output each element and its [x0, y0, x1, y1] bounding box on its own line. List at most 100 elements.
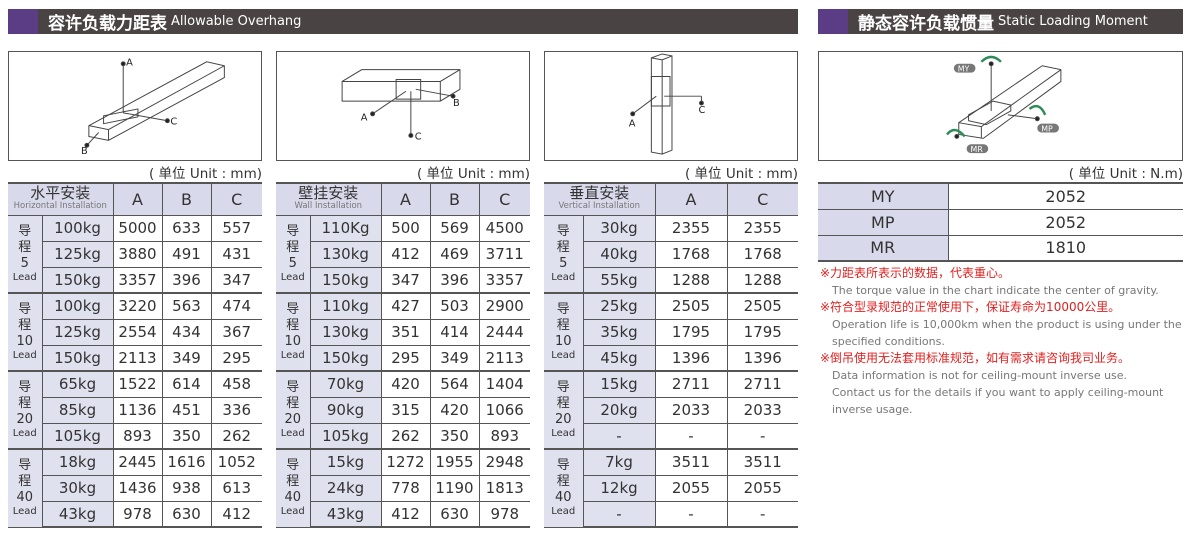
note-en: Contact us for the details if you want t… [832, 386, 1164, 399]
value-cell: 2711 [727, 370, 799, 398]
load-cell: 150kg [42, 344, 114, 372]
header-title-en: Allowable Overhang [171, 14, 302, 29]
value-cell: 262 [381, 422, 431, 450]
column-header: C [211, 182, 262, 216]
value-cell: 350 [430, 422, 480, 450]
value-cell: 1136 [113, 396, 163, 424]
accent-block [8, 9, 38, 34]
load-cell: 125kg [42, 240, 114, 268]
load-cell: 15kg [583, 370, 656, 398]
value-cell: 1190 [430, 474, 480, 502]
load-cell: 12kg [583, 474, 656, 502]
note-cn: ※符合型录规范的正常使用下，保证寿命为10000公里。 [820, 300, 1121, 314]
load-cell: 24kg [310, 474, 382, 502]
load-cell: 40kg [583, 240, 656, 268]
value-cell: 2355 [655, 214, 728, 242]
load-cell: 150kg [310, 266, 382, 294]
value-cell: 295 [211, 344, 262, 372]
value-cell: 458 [211, 370, 262, 398]
lead-cn: 程 [556, 396, 570, 411]
value-cell: 1768 [727, 240, 799, 268]
table-row: 导程 40 Lead 15kg 1272 1955 2948 [276, 448, 531, 528]
header-title-cn: 容许负载力距表 [48, 14, 167, 34]
load-cell: 7kg [583, 448, 656, 476]
lead-cell: 导程 10 Lead [544, 292, 584, 372]
header-row: 垂直安装 Vertical Installation A C [544, 182, 799, 216]
table-row: 24kg 778 1190 1813 [276, 474, 531, 502]
table-row: 125kg 2554 434 367 [8, 318, 262, 346]
label-c: C [698, 105, 705, 116]
load-cell: 30kg [583, 214, 656, 242]
label-b: B [81, 146, 88, 157]
table-row: 90kg 315 420 1066 [276, 396, 531, 424]
lead-cn: 程 [286, 396, 300, 411]
value-cell: 563 [162, 292, 212, 320]
table-header: 垂直安装 Vertical Installation A C [544, 182, 799, 216]
value-cell: 614 [162, 370, 212, 398]
title-en: Horizontal Installation [13, 201, 107, 212]
value-cell: 2033 [655, 396, 728, 424]
load-cell: 25kg [583, 292, 656, 320]
value-cell: 412 [211, 500, 262, 528]
value-cell: 351 [381, 318, 431, 346]
load-cell: 43kg [310, 500, 382, 528]
value-cell: 2444 [479, 318, 531, 346]
title-cn: 水平安装 [30, 184, 91, 203]
note-cn: ※倒吊使用无法套用标准规范，如有需求请咨询我司业务。 [820, 351, 1131, 365]
lead-value: 5 [288, 255, 297, 271]
table-row: 导程 5 Lead 110Kg 500 569 4500 [276, 214, 531, 294]
lead-cell: 导程 20 Lead [276, 370, 311, 450]
value-cell: 2113 [479, 344, 531, 372]
lead-cn: 导 [556, 223, 570, 239]
load-cell: 70kg [310, 370, 382, 398]
value-cell: 367 [211, 318, 262, 346]
lead-cell: 导程 20 Lead [8, 370, 43, 450]
lead-en: Lead [551, 506, 576, 518]
value-cell: 315 [381, 396, 431, 424]
lead-cn: 导 [18, 380, 32, 395]
load-cell: 105kg [310, 422, 382, 450]
column-header: B [430, 182, 480, 216]
table-row: 150kg 3357 396 347 [8, 266, 262, 294]
table-row: 85kg 1136 451 336 [8, 396, 262, 424]
lead-en: Lead [551, 428, 576, 439]
lead-en: Lead [280, 428, 305, 439]
value-cell: 2554 [113, 318, 163, 346]
lead-cn: 程 [18, 474, 32, 490]
lead-value: 10 [16, 334, 34, 349]
lead-cn: 程 [18, 396, 32, 411]
unit-label: ( 单位 Unit : N.m) [1068, 166, 1183, 182]
lead-value: 10 [284, 334, 302, 349]
value-cell: 412 [381, 240, 431, 268]
value-cell: 1396 [655, 344, 728, 372]
lead-en: Lead [12, 350, 37, 361]
table-row: 导程 20 Lead 15kg 2711 2711 [544, 370, 799, 450]
load-cell: 20kg [583, 396, 656, 424]
value-cell: 336 [211, 396, 262, 424]
value-cell: 1795 [655, 318, 728, 346]
installation-title: 水平安装 Horizontal Installation [8, 182, 114, 216]
header-title-en: Static Loading Moment [998, 14, 1148, 29]
moment-value: 2052 [948, 182, 1183, 210]
table-row: 导程 10 Lead 25kg 2505 2505 [544, 292, 799, 372]
value-cell: 2113 [113, 344, 163, 372]
load-cell: 55kg [583, 266, 656, 294]
value-cell: 414 [430, 318, 480, 346]
load-cell: 150kg [42, 266, 114, 294]
lead-cn: 程 [286, 239, 300, 255]
note-en: Operation life is 10,000km when the prod… [832, 318, 1182, 331]
lead-cell: 导程 10 Lead [276, 292, 311, 372]
wall-diagram: A C B [276, 51, 530, 161]
title-en: Wall Installation [294, 201, 363, 212]
value-cell: 978 [113, 500, 163, 528]
load-cell: 18kg [42, 448, 114, 476]
lead-value: 20 [284, 412, 302, 427]
lead-en: Lead [551, 271, 576, 283]
lead-cn: 导 [18, 458, 32, 474]
value-cell: 347 [381, 266, 431, 294]
value-cell: 427 [381, 292, 431, 320]
note-en: inverse usage. [832, 403, 913, 416]
table-header: 水平安装 Horizontal Installation A B C [8, 182, 262, 216]
lead-cell: 导程 40 Lead [276, 448, 311, 528]
lead-cn: 导 [556, 380, 570, 395]
